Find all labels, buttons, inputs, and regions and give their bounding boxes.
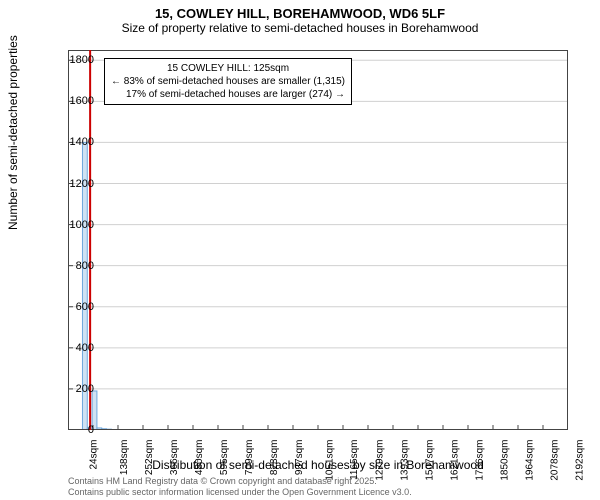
y-tick-label: 1400 [44,136,94,148]
x-tick-label: 1964sqm [525,440,536,481]
x-tick-label: 937sqm [294,440,305,476]
annotation-title: 15 COWLEY HILL: 125sqm [111,62,345,75]
x-tick-label: 1736sqm [475,440,486,481]
y-tick-label: 1600 [44,95,94,107]
y-tick-label: 400 [44,342,94,354]
y-axis-label: Number of semi-detached properties [6,35,20,230]
y-tick-label: 0 [44,424,94,436]
x-tick-label: 1051sqm [325,440,336,481]
x-tick-label: 24sqm [89,440,100,470]
y-tick-label: 800 [44,260,94,272]
plot-area: 15 COWLEY HILL: 125sqm ← 83% of semi-det… [68,50,568,430]
x-tick-label: 1507sqm [425,440,436,481]
x-tick-label: 480sqm [194,440,205,476]
x-tick-label: 709sqm [244,440,255,476]
x-tick-label: 366sqm [169,440,180,476]
footer-attribution: Contains HM Land Registry data © Crown c… [68,476,412,498]
y-tick-label: 1800 [44,54,94,66]
y-tick-label: 1200 [44,178,94,190]
annotation-line2: 17% of semi-detached houses are larger (… [111,88,345,101]
annotation-line1: ← 83% of semi-detached houses are smalle… [111,75,345,88]
y-tick-label: 1000 [44,219,94,231]
x-tick-label: 595sqm [219,440,230,476]
y-tick-label: 600 [44,301,94,313]
annotation-box: 15 COWLEY HILL: 125sqm ← 83% of semi-det… [104,58,352,105]
x-tick-label: 1850sqm [500,440,511,481]
x-axis-label: Distribution of semi-detached houses by … [68,458,568,472]
x-tick-label: 1165sqm [349,440,360,480]
x-tick-label: 1279sqm [375,440,386,481]
x-tick-label: 1621sqm [450,440,461,481]
x-tick-label: 138sqm [119,440,130,476]
x-tick-label: 2192sqm [575,440,586,481]
chart-title: 15, COWLEY HILL, BOREHAMWOOD, WD6 5LF [0,0,600,21]
footer-line1: Contains HM Land Registry data © Crown c… [68,476,412,487]
y-tick-label: 200 [44,383,94,395]
footer-line2: Contains public sector information licen… [68,487,412,498]
x-tick-label: 252sqm [144,440,155,476]
x-tick-label: 823sqm [269,440,280,476]
chart-container: 15, COWLEY HILL, BOREHAMWOOD, WD6 5LF Si… [0,0,600,500]
x-tick-label: 2078sqm [550,440,561,481]
x-tick-label: 1393sqm [400,440,411,481]
histogram-svg [68,50,568,430]
chart-subtitle: Size of property relative to semi-detach… [0,21,600,39]
